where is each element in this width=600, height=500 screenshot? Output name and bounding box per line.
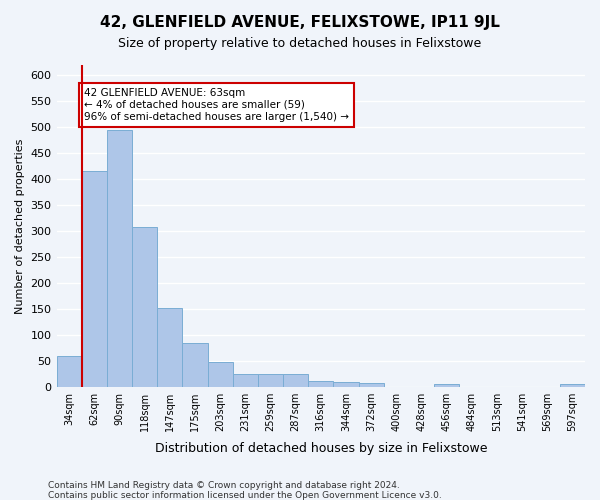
Text: Size of property relative to detached houses in Felixstowe: Size of property relative to detached ho… (118, 38, 482, 51)
Bar (334, 382, 359, 386)
Bar (157, 308, 182, 386)
Text: 42 GLENFIELD AVENUE: 63sqm
← 4% of detached houses are smaller (59)
96% of semi-: 42 GLENFIELD AVENUE: 63sqm ← 4% of detac… (84, 88, 349, 122)
Bar (283, 374, 308, 386)
Bar (233, 374, 258, 386)
Bar (82, 172, 107, 386)
Bar (56, 356, 82, 386)
Bar (560, 384, 585, 386)
X-axis label: Distribution of detached houses by size in Felixstowe: Distribution of detached houses by size … (155, 442, 487, 455)
Bar (107, 130, 132, 386)
Text: Contains HM Land Registry data © Crown copyright and database right 2024.: Contains HM Land Registry data © Crown c… (48, 481, 400, 490)
Y-axis label: Number of detached properties: Number of detached properties (15, 138, 25, 314)
Bar (258, 374, 283, 386)
Text: Contains public sector information licensed under the Open Government Licence v3: Contains public sector information licen… (48, 491, 442, 500)
Bar (208, 362, 233, 386)
Bar (434, 384, 459, 386)
Bar (359, 383, 383, 386)
Bar (132, 227, 157, 386)
Text: 42, GLENFIELD AVENUE, FELIXSTOWE, IP11 9JL: 42, GLENFIELD AVENUE, FELIXSTOWE, IP11 9… (100, 15, 500, 30)
Bar (308, 381, 334, 386)
Bar (182, 343, 208, 386)
